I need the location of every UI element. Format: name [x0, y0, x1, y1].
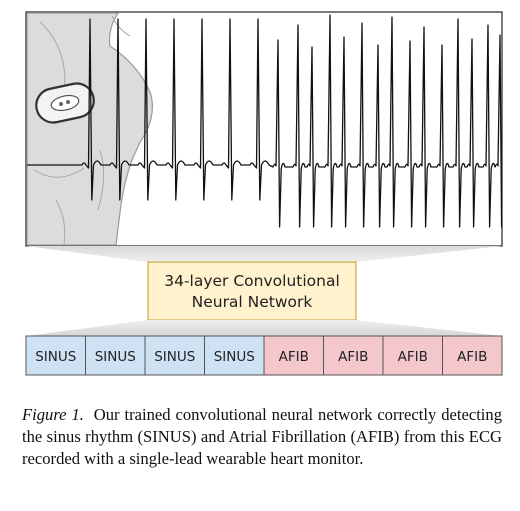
segment-afib-6: AFIB: [323, 335, 384, 376]
segment-sinus-3: SINUS: [144, 335, 205, 376]
segment-label: SINUS: [154, 349, 195, 365]
segment-label: AFIB: [279, 349, 309, 365]
segment-afib-5: AFIB: [263, 335, 324, 376]
rhythm-segments: SINUS SINUS SINUS SINUS AFIB AFIB AFIB AFIB: [25, 335, 503, 376]
segment-sinus-4: SINUS: [204, 335, 265, 376]
funnel-bottom: [26, 320, 502, 336]
segment-label: SINUS: [35, 349, 76, 365]
ecg-panel: [25, 11, 503, 247]
ecg-waveform: [27, 14, 502, 228]
segment-afib-8: AFIB: [442, 335, 503, 376]
network-box: 34-layer Convolutional Neural Network: [147, 261, 357, 321]
network-label-line-2: Neural Network: [192, 293, 313, 311]
segment-afib-7: AFIB: [382, 335, 443, 376]
funnel-top: [26, 246, 502, 262]
segment-label: AFIB: [457, 349, 487, 365]
caption-label: Figure 1.: [22, 405, 84, 424]
caption-text: Our trained convolutional neural network…: [22, 405, 503, 468]
ecg-trace: [27, 14, 502, 228]
segment-sinus-2: SINUS: [85, 335, 146, 376]
segment-label: SINUS: [95, 349, 136, 365]
figure-caption: Figure 1. Our trained convolutional neur…: [22, 404, 502, 470]
wearable-monitor-icon: [35, 82, 95, 124]
figure-illustration: 34-layer Convolutional Neural Network SI…: [25, 11, 503, 376]
segment-label: SINUS: [214, 349, 255, 365]
network-label-line-1: 34-layer Convolutional: [164, 272, 340, 290]
segment-label: AFIB: [398, 349, 428, 365]
segment-label: AFIB: [338, 349, 368, 365]
segment-sinus-1: SINUS: [25, 335, 86, 376]
